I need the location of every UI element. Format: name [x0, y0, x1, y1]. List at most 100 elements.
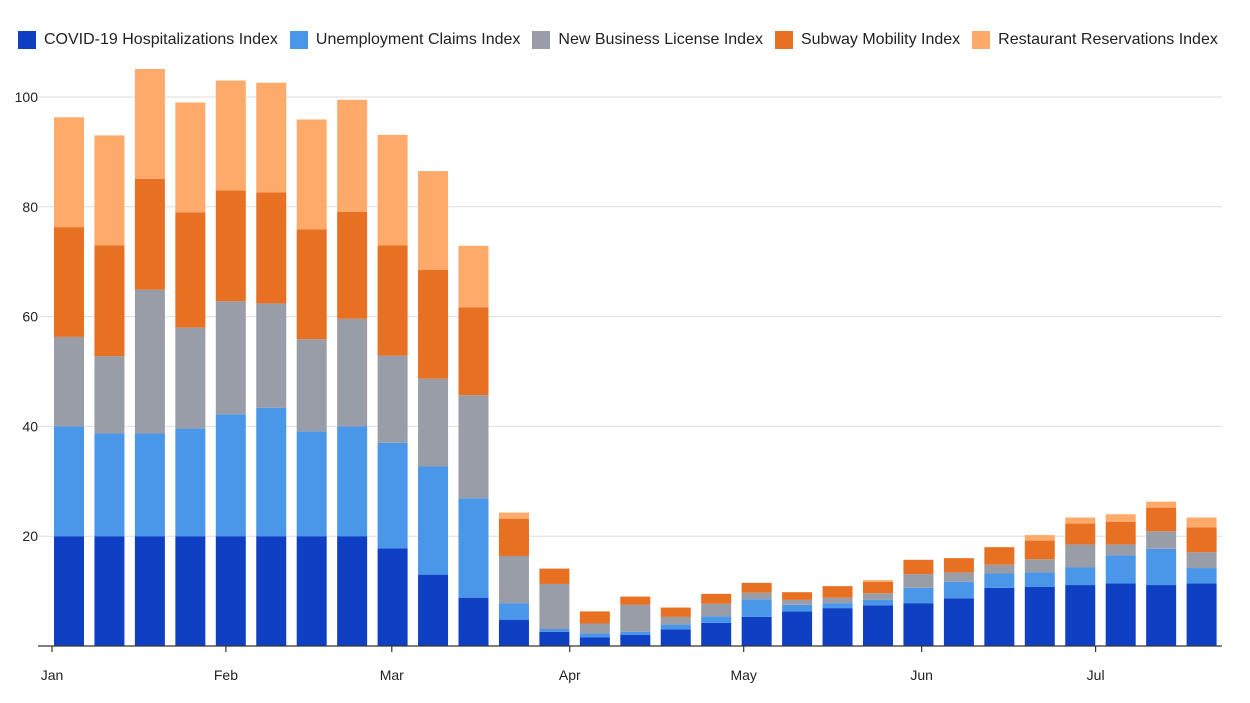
bar-segment: [1186, 552, 1217, 569]
x-tick-label: Apr: [559, 667, 581, 683]
bar-segment: [418, 466, 449, 575]
bar-segment: [1024, 559, 1055, 573]
legend-swatch: [289, 31, 308, 49]
legend-label: Restaurant Reservations Index: [998, 31, 1218, 48]
bar-segment: [175, 327, 206, 429]
bar-segment: [701, 593, 732, 604]
y-tick-label: 80: [22, 199, 38, 215]
bar-segment: [782, 611, 813, 646]
bar-segment: [984, 547, 1015, 565]
bar-segment: [175, 102, 206, 213]
bar-segment: [539, 583, 570, 629]
bar-segment: [1105, 555, 1136, 584]
bar-segment: [1186, 527, 1217, 553]
x-tick-label: Jul: [1087, 667, 1105, 683]
bar-segment: [256, 82, 287, 193]
bar-segment: [903, 603, 934, 646]
bar-segment: [175, 212, 206, 328]
bar-segment: [215, 80, 246, 191]
legend-swatch: [774, 31, 793, 49]
bar-segment: [782, 604, 813, 612]
bar-segment: [418, 378, 449, 467]
bar-segment: [94, 135, 125, 246]
legend-item[interactable]: Restaurant Reservations Index: [972, 31, 1218, 49]
bar-segment: [54, 227, 84, 337]
bar-segment: [458, 597, 489, 646]
bar-segment: [660, 624, 691, 630]
bar-segment: [984, 587, 1015, 646]
bar-segment: [215, 536, 246, 646]
bar-segment: [175, 428, 206, 537]
bar-segment: [94, 245, 125, 357]
bar-segment: [458, 498, 489, 598]
bar-segment: [620, 596, 651, 605]
bar-segment: [782, 599, 813, 605]
bar-segment: [337, 426, 368, 537]
bar-segment: [660, 629, 691, 646]
bar-segment: [498, 619, 529, 646]
bar-segment: [337, 99, 368, 212]
y-tick-label: 20: [22, 528, 38, 544]
legend-item[interactable]: New Business License Index: [532, 31, 763, 49]
bar-segment: [1186, 583, 1217, 646]
bar-segment: [943, 598, 974, 646]
bar-segment: [1146, 548, 1177, 586]
bar-segment: [822, 608, 853, 646]
bar-segment: [863, 580, 893, 582]
bar-segment: [337, 536, 368, 646]
bar-segment: [134, 536, 165, 646]
bar-segment: [579, 637, 610, 646]
bar-segment: [256, 303, 287, 408]
bar-segment: [296, 431, 327, 537]
bar-segment: [418, 269, 449, 379]
bar-segment: [377, 245, 408, 356]
bar-segment: [863, 599, 893, 606]
bar-segment: [863, 593, 893, 600]
bar-segment: [863, 605, 893, 646]
bar-segment: [498, 603, 529, 620]
bar-segment: [377, 134, 408, 246]
bar-segment: [701, 616, 732, 623]
bar-segment: [418, 171, 449, 270]
bar-segment: [1065, 544, 1096, 568]
legend-item[interactable]: Subway Mobility Index: [774, 31, 961, 49]
bar-segment: [822, 597, 853, 604]
bar-segment: [539, 628, 570, 632]
bar-segment: [903, 559, 934, 575]
bar-segment: [256, 407, 287, 537]
bar-segment: [54, 336, 84, 427]
bar-segment: [1105, 544, 1136, 556]
bar-segment: [1186, 517, 1217, 528]
bar-segment: [1065, 523, 1096, 545]
bar-segment: [539, 568, 570, 584]
bar-segment: [134, 289, 165, 434]
legend-swatch: [18, 31, 36, 49]
bar-segment: [903, 587, 934, 604]
bar-segment: [1186, 568, 1217, 584]
bar-segment: [1146, 585, 1177, 646]
y-tick-label: 40: [22, 418, 38, 434]
bar-segment: [215, 301, 246, 415]
bar-segment: [579, 633, 610, 638]
bar-segment: [943, 581, 974, 599]
bar-segment: [215, 414, 246, 537]
bar-segment: [94, 356, 125, 434]
bar-segment: [822, 586, 853, 598]
legend-label: Unemployment Claims Index: [315, 31, 521, 48]
legend-swatch: [972, 31, 991, 49]
bar-segment: [984, 573, 1015, 588]
bar-segment: [134, 433, 165, 537]
bar-segment: [94, 536, 125, 646]
bar-segment: [620, 604, 651, 632]
legend-item[interactable]: COVID-19 Hospitalizations Index: [18, 31, 278, 49]
bar-segment: [1105, 521, 1136, 545]
legend-label: New Business License Index: [558, 31, 763, 48]
bar-segment: [458, 307, 489, 396]
bar-segment: [579, 623, 610, 634]
bar-segment: [701, 603, 732, 617]
legend-item[interactable]: Unemployment Claims Index: [289, 31, 521, 49]
legend-label: Subway Mobility Index: [800, 31, 961, 48]
bar-segment: [1065, 567, 1096, 586]
bar-segment: [337, 211, 368, 319]
